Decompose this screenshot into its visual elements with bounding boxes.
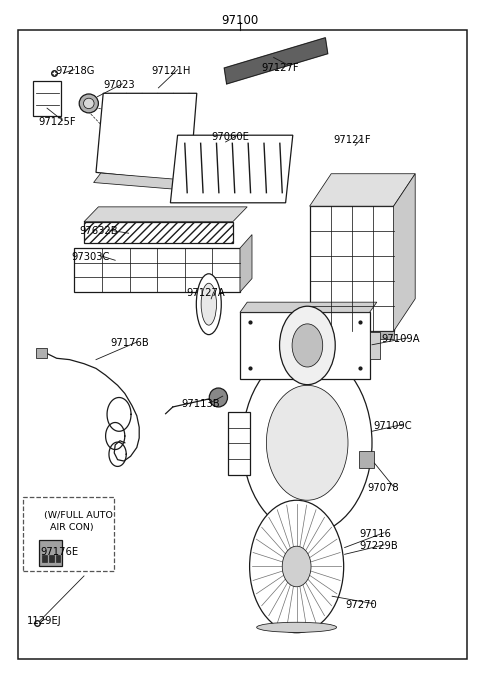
Circle shape — [266, 385, 348, 500]
Circle shape — [242, 352, 372, 534]
Polygon shape — [96, 93, 197, 183]
Text: 97109C: 97109C — [373, 421, 412, 431]
Bar — [310, 206, 394, 331]
Ellipse shape — [196, 274, 221, 335]
Bar — [359, 451, 374, 468]
Bar — [23, 497, 114, 571]
Polygon shape — [224, 38, 328, 84]
Text: 97176B: 97176B — [110, 339, 149, 348]
Polygon shape — [240, 235, 252, 292]
Text: 97100: 97100 — [221, 14, 259, 28]
Ellipse shape — [84, 98, 94, 109]
Text: 97113B: 97113B — [181, 400, 220, 409]
Text: (W/FULL AUTO: (W/FULL AUTO — [44, 510, 113, 520]
Text: AIR CON): AIR CON) — [50, 523, 94, 532]
Polygon shape — [310, 174, 415, 206]
Text: 97060E: 97060E — [211, 132, 249, 141]
Text: 97121H: 97121H — [151, 66, 191, 76]
Text: 97229B: 97229B — [359, 541, 398, 551]
Ellipse shape — [79, 94, 98, 113]
Circle shape — [292, 324, 323, 367]
Bar — [84, 222, 233, 243]
Polygon shape — [310, 331, 394, 339]
Text: 97632B: 97632B — [79, 226, 118, 236]
Polygon shape — [170, 135, 293, 203]
Text: 97121F: 97121F — [334, 135, 371, 145]
Circle shape — [282, 546, 311, 587]
Bar — [370, 332, 380, 359]
Text: 1129EJ: 1129EJ — [27, 616, 62, 625]
Text: 97125F: 97125F — [38, 117, 76, 126]
Text: 97176E: 97176E — [41, 548, 79, 557]
Polygon shape — [240, 302, 377, 312]
Bar — [33, 81, 61, 116]
Bar — [56, 555, 60, 562]
Polygon shape — [84, 207, 247, 222]
Text: 97303C: 97303C — [71, 252, 109, 262]
Polygon shape — [228, 412, 250, 475]
Bar — [49, 555, 54, 562]
Polygon shape — [94, 173, 199, 191]
Text: 97023: 97023 — [103, 80, 135, 90]
Ellipse shape — [201, 283, 216, 325]
Text: 97109A: 97109A — [382, 335, 420, 344]
Text: 97127F: 97127F — [262, 63, 299, 72]
Circle shape — [279, 306, 335, 385]
Text: 97078: 97078 — [367, 483, 399, 493]
Text: 97218G: 97218G — [55, 66, 95, 76]
Bar — [42, 555, 47, 562]
Text: 97116: 97116 — [359, 529, 391, 539]
Ellipse shape — [209, 388, 228, 407]
Bar — [74, 248, 240, 292]
Bar — [39, 540, 62, 566]
Ellipse shape — [257, 622, 336, 633]
Bar — [240, 312, 370, 379]
Bar — [36, 348, 47, 358]
Text: 97127A: 97127A — [186, 289, 225, 298]
Circle shape — [250, 500, 344, 633]
Text: 97270: 97270 — [346, 600, 377, 610]
Polygon shape — [394, 174, 415, 331]
